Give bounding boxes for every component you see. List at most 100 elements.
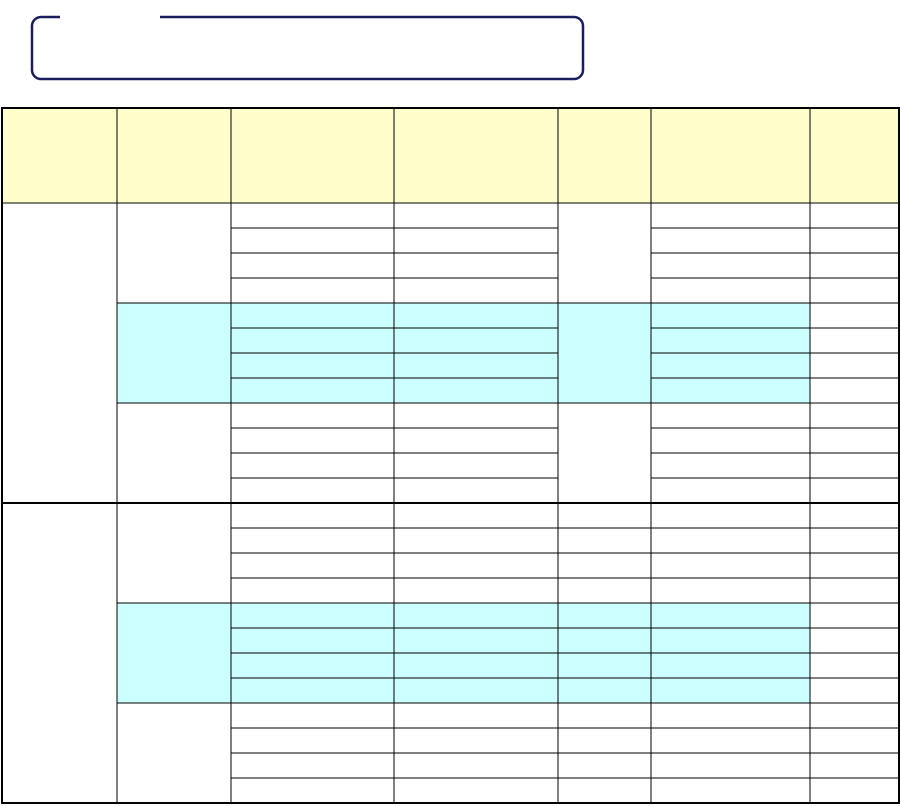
cell [393,777,559,804]
cell [116,602,232,704]
cell [650,427,811,454]
cell [230,777,395,804]
cell [230,577,395,604]
cell [230,352,395,379]
cell [650,702,811,729]
cell [393,627,559,654]
cell [230,427,395,454]
cell [650,727,811,754]
title-box [30,15,585,81]
cell [230,702,395,729]
cell [650,577,811,604]
cell [557,502,652,529]
cell [230,377,395,404]
cell [393,527,559,554]
cell [393,352,559,379]
cell [650,777,811,804]
cell [809,377,900,404]
cell [230,452,395,479]
header-cell [650,107,811,204]
table [1,107,900,804]
cell [557,627,652,654]
cell [230,252,395,279]
cell [650,502,811,529]
cell [809,252,900,279]
cell [393,552,559,579]
cell [650,627,811,654]
cell [809,527,900,554]
cell [650,452,811,479]
title-box-gap [60,14,160,20]
cell [230,277,395,304]
cell [809,727,900,754]
cell [650,677,811,704]
cell [393,502,559,529]
cell [650,327,811,354]
cell [1,502,118,804]
cell [116,402,232,504]
cell [557,777,652,804]
cell [393,202,559,229]
cell [809,477,900,504]
cell [393,602,559,629]
cell [116,702,232,804]
cell [809,777,900,804]
cell [650,302,811,329]
cell [650,377,811,404]
cell [650,227,811,254]
cell [230,477,395,504]
cell [557,202,652,304]
cell [809,327,900,354]
cell [809,702,900,729]
cell [230,302,395,329]
header-cell [809,107,900,204]
cell [809,427,900,454]
cell [557,727,652,754]
cell [393,452,559,479]
cell [650,277,811,304]
cell [557,602,652,629]
cell [230,202,395,229]
cell [393,477,559,504]
cell [557,552,652,579]
cell [557,302,652,404]
cell [116,502,232,604]
cell [230,527,395,554]
cell [230,677,395,704]
cell [809,752,900,779]
cell [809,627,900,654]
cell [650,552,811,579]
cell [230,502,395,529]
cell [230,327,395,354]
cell [393,277,559,304]
header-cell [230,107,395,204]
cell [230,227,395,254]
cell [230,402,395,429]
cell [809,402,900,429]
cell [809,552,900,579]
cell [557,527,652,554]
cell [809,652,900,679]
cell [809,602,900,629]
cell [650,652,811,679]
cell [650,527,811,554]
cell [230,752,395,779]
cell [393,327,559,354]
cell [393,227,559,254]
cell [650,202,811,229]
cell [650,352,811,379]
table-border [1,107,900,804]
cell [557,577,652,604]
cell [393,427,559,454]
cell [809,352,900,379]
cell [116,202,232,304]
cell [393,752,559,779]
cell [230,652,395,679]
cell [557,702,652,729]
cell [393,377,559,404]
cell [650,752,811,779]
cell [809,677,900,704]
header-cell [1,107,118,204]
cell [393,652,559,679]
cell [393,727,559,754]
